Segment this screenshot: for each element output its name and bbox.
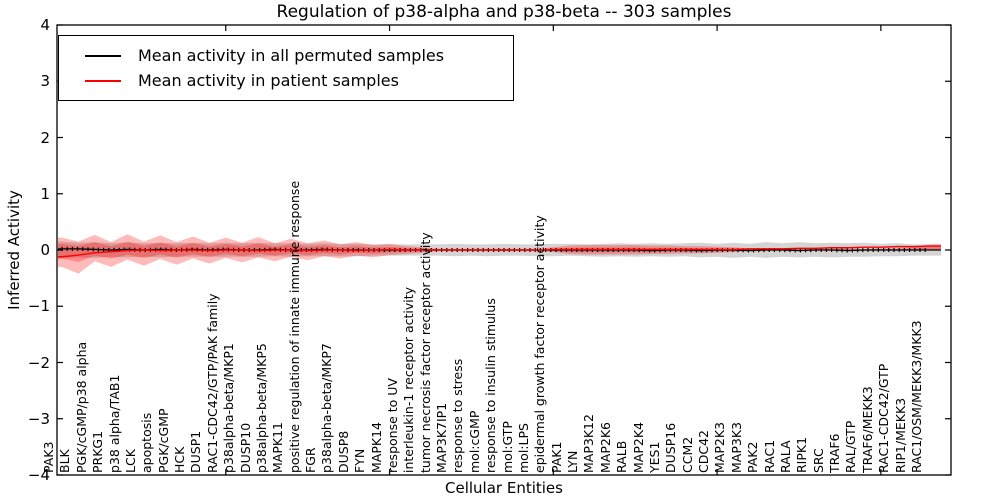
x-category-label: PAK2 — [745, 441, 761, 473]
x-category-label: RAC1 — [761, 439, 777, 473]
x-category-label: positive regulation of innate immune res… — [286, 180, 302, 473]
x-category-label: PAK1 — [548, 441, 564, 473]
y-tick-label: −2 — [27, 353, 50, 372]
x-category-label: FYN — [352, 448, 368, 473]
patient-line-swatch — [85, 79, 121, 82]
x-category-label: interleukin-1 receptor activity — [401, 286, 417, 473]
x-category-label: epidermal growth factor receptor activit… — [532, 215, 548, 473]
x-category-label: RAC1/OSM/MEKK3/MKK3 — [909, 320, 924, 473]
y-tick-label: 3 — [40, 72, 50, 91]
x-category-label: PGK/cGMP — [155, 408, 171, 473]
y-tick-label: −4 — [27, 466, 50, 484]
x-category-label: mol:GTP — [499, 421, 515, 473]
x-category-label: mol:cGMP — [466, 410, 482, 473]
legend: Mean activity in all permuted samples Me… — [58, 35, 514, 101]
x-category-label: MAP2K6 — [597, 422, 613, 473]
x-category-label: PAK3 — [41, 441, 56, 473]
x-category-label: CDC42 — [696, 430, 712, 473]
x-category-label: DUSP16 — [663, 422, 679, 473]
x-axis-title: Cellular Entities — [445, 479, 563, 497]
y-tick-label: 2 — [40, 128, 50, 147]
x-category-label: TRAF6/MEKK3 — [859, 386, 875, 473]
x-category-label: p38alpha-beta/MKP1 — [221, 343, 237, 473]
x-category-label: FGR — [303, 447, 319, 473]
x-category-label: tumor necrosis factor receptor activity — [417, 232, 433, 473]
x-category-label: PGK/cGMP/p38 alpha — [73, 341, 89, 473]
x-category-label: RALB — [614, 440, 630, 473]
x-category-label: MAP3K7IP1 — [434, 402, 450, 473]
x-category-label: response to stress — [450, 358, 466, 473]
x-category-label: LYN — [565, 450, 581, 473]
x-category-label: BLK — [57, 449, 73, 473]
x-category-label: MAP2K3 — [712, 422, 728, 473]
x-category-label: MAPK14 — [368, 422, 384, 473]
x-category-label: YES1 — [646, 441, 662, 473]
x-category-label: MAP3K12 — [581, 414, 597, 473]
x-category-label: RALA — [777, 440, 793, 473]
x-category-label: apoptosis — [139, 412, 155, 473]
y-tick-label: 4 — [40, 16, 50, 34]
legend-label: Mean activity in all permuted samples — [138, 46, 445, 65]
x-category-label: MAP3K3 — [728, 422, 744, 473]
x-category-label: DUSP10 — [237, 422, 253, 473]
x-category-label: PRKG1 — [90, 430, 106, 473]
x-category-label: p38alpha-beta/MKP7 — [319, 343, 335, 473]
x-category-label: p38 alpha/TAB1 — [106, 374, 122, 473]
x-category-label: HCK — [172, 446, 188, 473]
x-category-label: response to UV — [384, 378, 400, 473]
x-category-label: DUSP8 — [335, 430, 351, 473]
x-category-label: RIP1/MEKK3 — [892, 397, 908, 473]
x-category-label: response to insulin stimulus — [483, 298, 499, 473]
x-category-label: RAC1-CDC42/GTP — [876, 363, 892, 473]
legend-entry-patient: Mean activity in patient samples — [85, 68, 513, 93]
x-category-label: DUSP1 — [188, 430, 204, 473]
x-category-label: TRAF6 — [827, 433, 843, 473]
x-category-label: p38alpha-beta/MKP5 — [253, 343, 269, 473]
permuted-line-swatch — [85, 54, 121, 57]
x-category-label: LCK — [122, 449, 138, 473]
y-tick-label: −1 — [27, 297, 50, 316]
x-category-label: CCM2 — [679, 436, 695, 473]
x-category-label: RIPK1 — [794, 436, 810, 473]
x-category-label: SRC — [810, 448, 826, 473]
chart-title: Regulation of p38-alpha and p38-beta -- … — [276, 2, 732, 22]
x-category-label: MAPK11 — [270, 422, 286, 473]
legend-entry-permuted: Mean activity in all permuted samples — [85, 43, 513, 68]
y-tick-label: 0 — [40, 241, 50, 259]
x-category-label: MAP2K4 — [630, 422, 646, 473]
x-category-label: RAC1-CDC42/GTP/PAK family — [204, 293, 220, 473]
x-category-label: mol:LPS — [515, 423, 531, 473]
y-tick-label: 1 — [40, 184, 50, 203]
legend-label: Mean activity in patient samples — [138, 71, 399, 90]
y-tick-label: −3 — [27, 409, 50, 428]
x-category-label: RAL/GTP — [843, 420, 859, 473]
